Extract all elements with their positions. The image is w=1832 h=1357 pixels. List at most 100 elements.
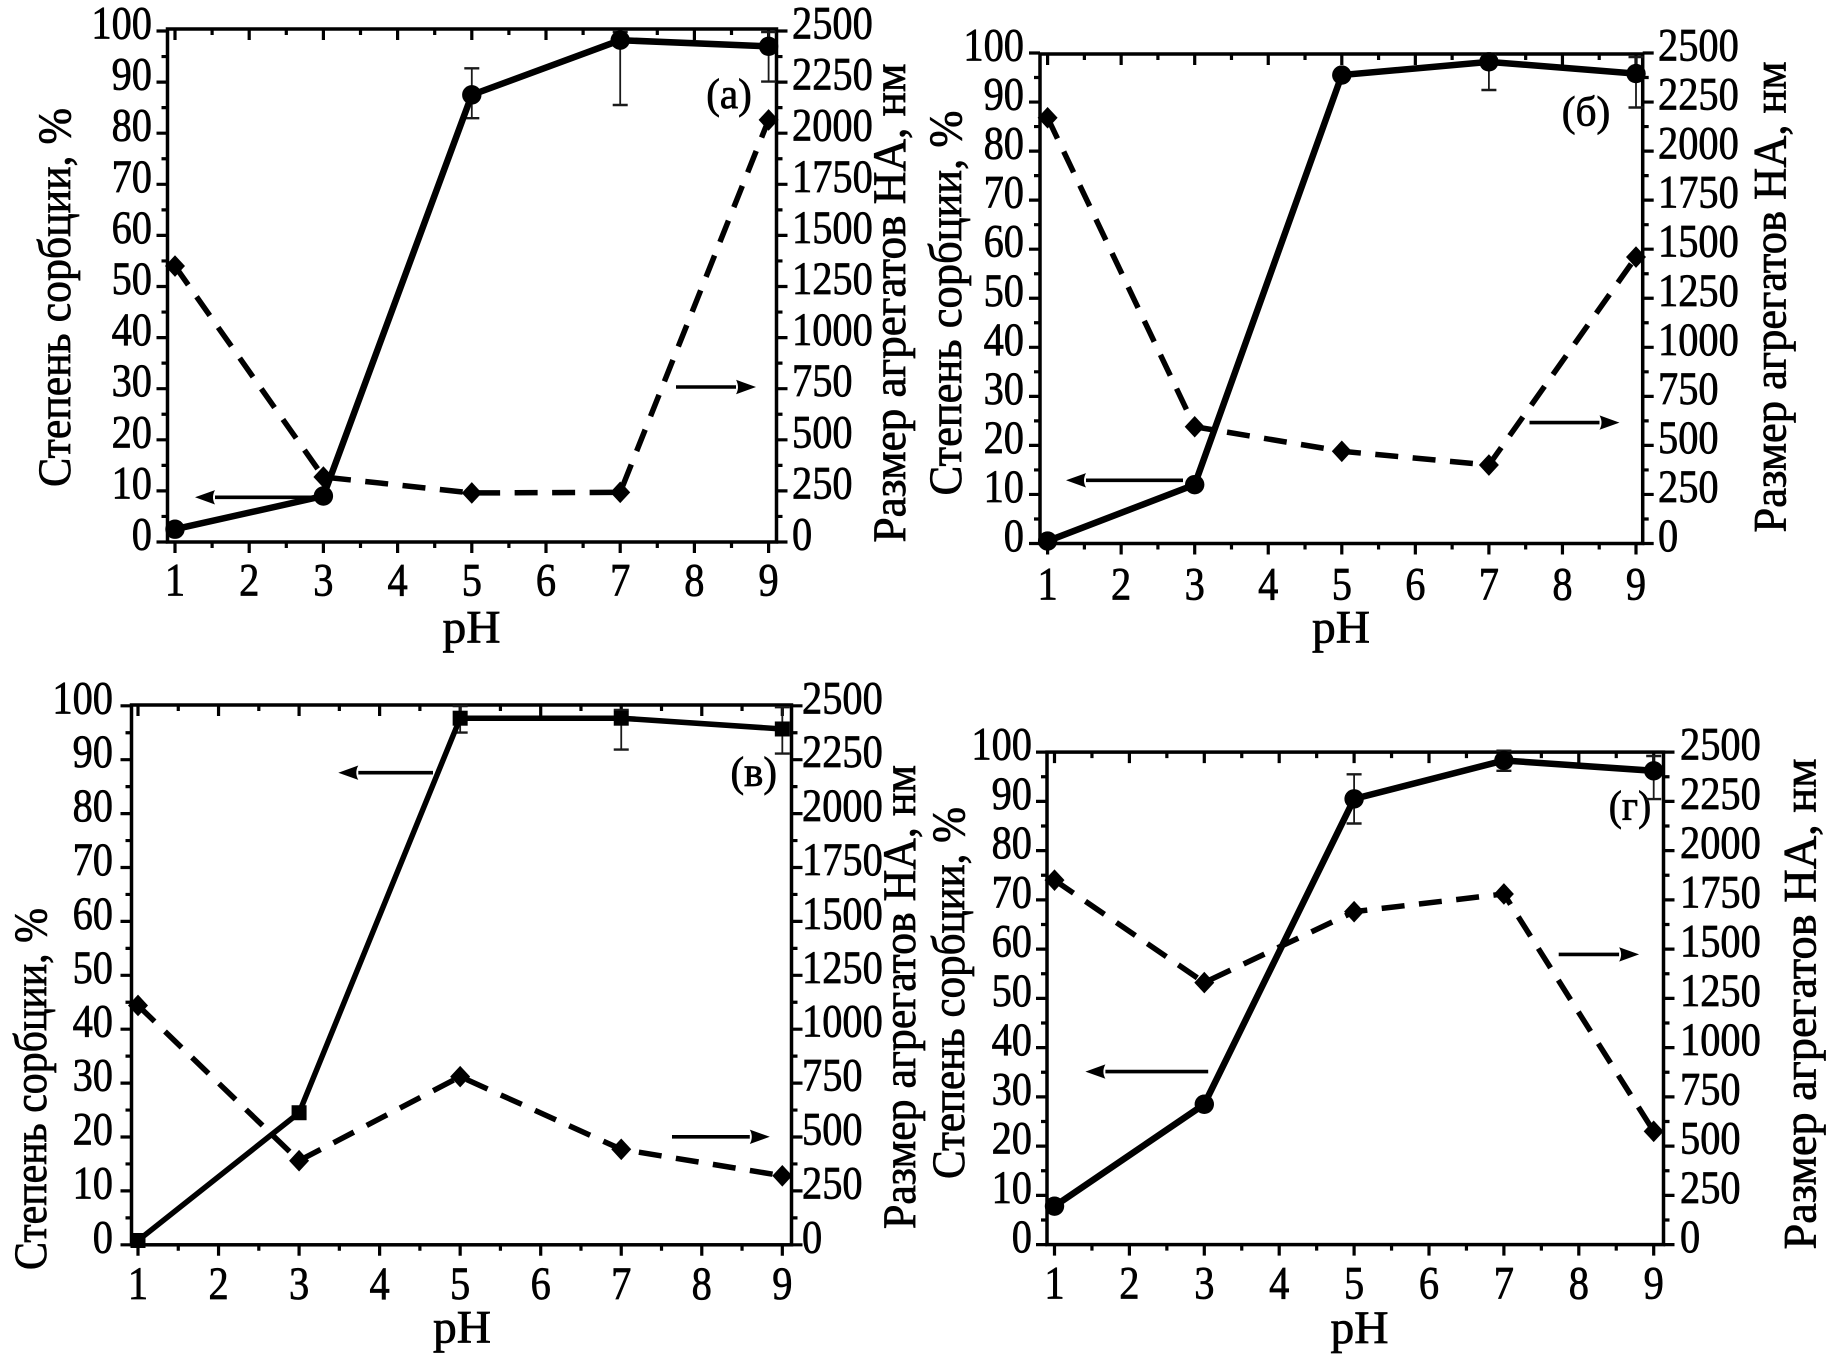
svg-text:1750: 1750 xyxy=(1680,867,1761,918)
svg-text:pH: pH xyxy=(1331,1303,1389,1354)
svg-text:50: 50 xyxy=(73,943,113,994)
svg-text:Размер агрегатов НА, нм: Размер агрегатов НА, нм xyxy=(875,765,926,1229)
svg-text:1000: 1000 xyxy=(802,997,883,1048)
svg-text:60: 60 xyxy=(112,203,152,254)
svg-text:10: 10 xyxy=(992,1163,1032,1214)
svg-text:80: 80 xyxy=(112,101,152,152)
svg-text:1000: 1000 xyxy=(1658,315,1739,366)
svg-text:pH: pH xyxy=(433,1303,491,1354)
svg-text:250: 250 xyxy=(792,458,853,509)
svg-text:2000: 2000 xyxy=(802,781,883,832)
svg-text:40: 40 xyxy=(984,315,1024,366)
svg-text:4: 4 xyxy=(1258,559,1278,610)
svg-text:70: 70 xyxy=(984,168,1024,219)
svg-text:5: 5 xyxy=(1344,1259,1364,1310)
svg-text:20: 20 xyxy=(992,1114,1032,1165)
svg-text:2500: 2500 xyxy=(1658,21,1739,72)
svg-text:1: 1 xyxy=(128,1259,148,1310)
svg-text:0: 0 xyxy=(132,510,152,561)
svg-text:30: 30 xyxy=(73,1051,113,1102)
svg-text:1750: 1750 xyxy=(802,835,883,886)
svg-text:1: 1 xyxy=(165,556,185,607)
svg-text:5: 5 xyxy=(450,1259,470,1310)
svg-text:8: 8 xyxy=(692,1259,712,1310)
svg-text:1000: 1000 xyxy=(792,305,873,356)
svg-text:1500: 1500 xyxy=(1658,217,1739,268)
svg-text:2250: 2250 xyxy=(802,727,883,778)
svg-text:2: 2 xyxy=(1119,1259,1139,1310)
svg-text:Степень сорбции, %: Степень сорбции, % xyxy=(924,807,975,1179)
svg-text:60: 60 xyxy=(73,889,113,940)
svg-text:Размер агрегатов НА, нм: Размер агрегатов НА, нм xyxy=(1746,62,1797,533)
svg-text:2000: 2000 xyxy=(792,101,873,152)
svg-text:20: 20 xyxy=(73,1105,113,1156)
svg-text:10: 10 xyxy=(984,462,1024,513)
svg-text:0: 0 xyxy=(1658,511,1678,562)
svg-text:10: 10 xyxy=(112,458,152,509)
svg-text:7: 7 xyxy=(1479,559,1499,610)
svg-text:0: 0 xyxy=(792,510,812,561)
svg-text:8: 8 xyxy=(1552,559,1572,610)
svg-text:(a): (a) xyxy=(706,72,752,118)
svg-text:Размер агрегатов НА, нм: Размер агрегатов НА, нм xyxy=(1776,759,1827,1250)
svg-text:4: 4 xyxy=(370,1259,390,1310)
svg-text:20: 20 xyxy=(984,413,1024,464)
svg-text:0: 0 xyxy=(93,1212,113,1263)
svg-text:30: 30 xyxy=(112,356,152,407)
svg-text:2: 2 xyxy=(1111,559,1131,610)
svg-text:(г): (г) xyxy=(1609,784,1651,830)
svg-text:60: 60 xyxy=(984,217,1024,268)
svg-text:100: 100 xyxy=(52,673,113,724)
svg-text:6: 6 xyxy=(536,556,556,607)
svg-text:8: 8 xyxy=(1569,1259,1589,1310)
svg-text:0: 0 xyxy=(1004,511,1024,562)
svg-text:80: 80 xyxy=(984,119,1024,170)
svg-text:100: 100 xyxy=(971,720,1032,771)
svg-text:1500: 1500 xyxy=(802,889,883,940)
svg-text:60: 60 xyxy=(992,917,1032,968)
svg-text:4: 4 xyxy=(388,556,408,607)
svg-text:7: 7 xyxy=(611,1259,631,1310)
svg-text:80: 80 xyxy=(73,781,113,832)
svg-text:1500: 1500 xyxy=(792,203,873,254)
svg-text:1250: 1250 xyxy=(1658,266,1739,317)
svg-text:750: 750 xyxy=(802,1051,863,1102)
svg-text:1750: 1750 xyxy=(1658,168,1739,219)
svg-text:50: 50 xyxy=(984,266,1024,317)
svg-text:6: 6 xyxy=(531,1259,551,1310)
svg-text:Размер агрегатов НА, нм: Размер агрегатов НА, нм xyxy=(865,64,916,543)
svg-text:3: 3 xyxy=(289,1259,309,1310)
svg-text:70: 70 xyxy=(112,152,152,203)
svg-text:2: 2 xyxy=(208,1259,228,1310)
svg-text:250: 250 xyxy=(802,1158,863,1209)
svg-text:(б): (б) xyxy=(1562,90,1611,136)
svg-text:40: 40 xyxy=(73,997,113,1048)
svg-text:9: 9 xyxy=(772,1259,792,1310)
svg-text:7: 7 xyxy=(610,556,630,607)
svg-text:750: 750 xyxy=(1680,1064,1741,1115)
svg-text:Степень сорбции, %: Степень сорбции, % xyxy=(30,108,81,487)
svg-text:2500: 2500 xyxy=(802,673,883,724)
svg-text:30: 30 xyxy=(984,364,1024,415)
svg-text:5: 5 xyxy=(1332,559,1352,610)
svg-text:Степень сорбции, %: Степень сорбции, % xyxy=(6,908,57,1270)
svg-text:20: 20 xyxy=(112,407,152,458)
svg-text:100: 100 xyxy=(963,21,1024,72)
svg-text:70: 70 xyxy=(992,867,1032,918)
svg-text:70: 70 xyxy=(73,835,113,886)
svg-text:30: 30 xyxy=(992,1064,1032,1115)
svg-text:1250: 1250 xyxy=(792,254,873,305)
svg-text:80: 80 xyxy=(992,818,1032,869)
svg-text:pH: pH xyxy=(443,603,501,654)
svg-text:500: 500 xyxy=(1680,1114,1741,1165)
svg-text:250: 250 xyxy=(1658,462,1719,513)
svg-text:5: 5 xyxy=(462,556,482,607)
svg-text:1750: 1750 xyxy=(792,152,873,203)
svg-text:40: 40 xyxy=(992,1015,1032,1066)
svg-text:1250: 1250 xyxy=(802,943,883,994)
svg-text:6: 6 xyxy=(1419,1259,1439,1310)
svg-text:3: 3 xyxy=(313,556,333,607)
svg-text:10: 10 xyxy=(73,1158,113,1209)
svg-text:4: 4 xyxy=(1269,1259,1289,1310)
svg-text:0: 0 xyxy=(802,1212,822,1263)
